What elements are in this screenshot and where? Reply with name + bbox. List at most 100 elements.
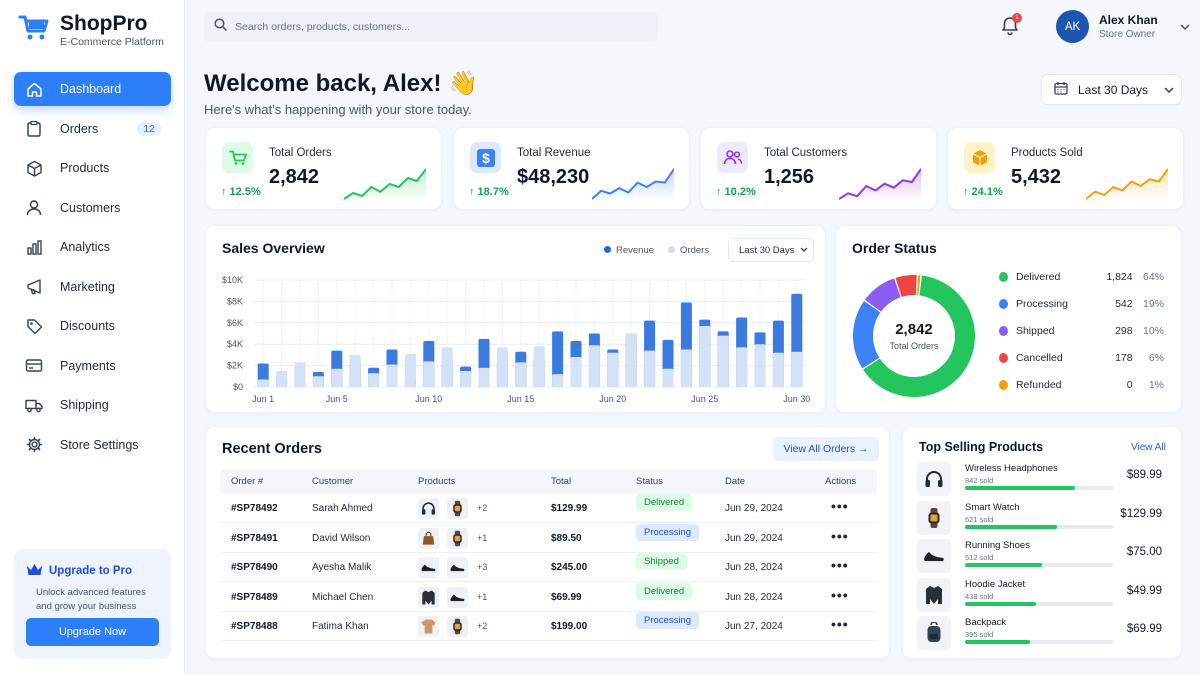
status-percent: 1% (1148, 379, 1165, 391)
more-actions-button[interactable]: ••• (831, 616, 849, 632)
order-id[interactable]: #SP78492 (231, 503, 278, 514)
notifications-button[interactable]: 1 (1000, 13, 1022, 40)
top-product-item[interactable]: Backpack 395 sold $69.99 (917, 616, 1163, 650)
product-name: Hoodie Jacket (965, 578, 1026, 590)
orders-bar (625, 333, 637, 387)
sidebar-item-marketing[interactable]: Marketing (14, 270, 171, 304)
order-total: $69.99 (551, 591, 582, 603)
orders-bar (404, 353, 416, 387)
table-row[interactable]: #SP78489 Michael Chen +1 $69.99 Delivered Jun… (220, 582, 877, 612)
sales-overview-title: Sales Overview (222, 240, 325, 256)
customer-name: Fatima Khan (312, 621, 369, 632)
date-range-select[interactable]: Last 30 Days (1041, 74, 1182, 105)
sidebar-item-store-settings[interactable]: Store Settings (14, 428, 171, 462)
bell-icon (1000, 17, 1020, 40)
sidebar-item-label: Payments (60, 358, 116, 373)
more-actions-button[interactable]: ••• (831, 527, 849, 544)
user-role: Store Owner (1099, 29, 1156, 40)
sidebar-item-orders[interactable]: Orders 12 (14, 112, 171, 146)
sales-progress-fill (965, 524, 1057, 529)
sidebar-item-payments[interactable]: Payments (14, 349, 171, 383)
table-row[interactable]: #SP78492 Sarah Ahmed +2 $129.99 Delivered Jun… (220, 494, 877, 523)
search-bar[interactable] (204, 12, 658, 42)
welcome-section: Welcome back, Alex! 👋 Here's what's happ… (204, 70, 478, 117)
upgrade-description: Unlock advanced features and grow your b… (36, 587, 146, 612)
upgrade-now-button[interactable]: Upgrade Now (26, 618, 159, 646)
order-total: $245.00 (551, 562, 588, 573)
view-all-orders-label: View All Orders (783, 443, 856, 455)
chevron-down-icon (1180, 18, 1190, 36)
orders-bar (607, 352, 619, 387)
sidebar-item-shipping[interactable]: Shipping (14, 388, 171, 422)
headphones-icon (917, 462, 951, 496)
sidebar-item-analytics[interactable]: Analytics (14, 230, 171, 264)
stat-value: 2,842 (269, 166, 320, 188)
column-header: Customer (312, 476, 354, 487)
sales-range-select[interactable]: Last 30 Days (728, 238, 814, 262)
orders-bar (441, 347, 453, 387)
status-count: 178 (1115, 352, 1133, 364)
table-row[interactable]: #SP78490 Ayesha Malik +3 $245.00 Shipped Jun … (220, 553, 877, 582)
sales-progress-fill (965, 601, 1037, 606)
y-tick-label: $8K (227, 296, 243, 306)
table-row[interactable]: #SP78488 Fatima Khan +2 $199.00 Processing Ju… (220, 612, 877, 641)
sidebar-item-label: Analytics (60, 240, 111, 254)
customer-name: David Wilson (312, 532, 371, 544)
brand-tagline: E-Commerce Platform (60, 36, 164, 48)
order-id[interactable]: #SP78488 (231, 621, 278, 632)
sidebar-item-label: Products (60, 161, 110, 175)
top-product-item[interactable]: Running Shoes 512 sold $75.00 (917, 539, 1163, 573)
sidebar-item-products[interactable]: Products (14, 151, 171, 185)
top-selling-title: Top Selling Products (919, 440, 1044, 454)
order-id[interactable]: #SP78491 (231, 532, 278, 544)
stat-card-total-customers: Total Customers 1,256 ↑ 10.2% (700, 127, 937, 210)
product-name: Wireless Headphones (965, 463, 1058, 474)
sidebar: ShopPro E-Commerce Platform Dashboard Ord… (0, 0, 185, 675)
product-sold: 512 sold (965, 553, 994, 562)
sidebar-item-customers[interactable]: Customers (14, 191, 171, 225)
more-actions-button[interactable]: ••• (831, 586, 849, 603)
topbar: 1 AK Alex Khan Store Owner (185, 0, 1200, 54)
orders-bar (478, 367, 490, 387)
order-total: $129.99 (551, 503, 588, 514)
orders-bar (349, 354, 361, 387)
product-price: $129.99 (1120, 507, 1162, 520)
orders-bar (588, 345, 600, 387)
sidebar-item-label: Marketing (60, 279, 115, 294)
orders-bar (717, 335, 729, 387)
stat-label: Products Sold (1011, 147, 1083, 159)
sidebar-item-discounts[interactable]: Discounts (14, 309, 171, 343)
view-all-orders-button[interactable]: View All Orders → (773, 437, 879, 461)
order-date: Jun 27, 2024 (725, 621, 783, 632)
product-name: Backpack (965, 617, 1007, 628)
more-actions-button[interactable]: ••• (831, 498, 849, 514)
status-name: Shipped (1015, 325, 1055, 337)
product-sold: 842 sold (965, 476, 994, 485)
revenue-bar (552, 331, 564, 387)
user-menu[interactable]: AK Alex Khan Store Owner (1056, 10, 1190, 43)
order-total: $89.50 (551, 532, 582, 544)
more-products-count: +3 (477, 562, 488, 572)
top-product-item[interactable]: Hoodie Jacket 438 sold $49.99 (917, 577, 1163, 612)
table-row[interactable]: #SP78491 David Wilson +1 $89.50 Processing Ju… (220, 523, 877, 553)
status-name: Processing (1015, 298, 1068, 310)
top-product-item[interactable]: Smart Watch 621 sold $129.99 (917, 500, 1163, 535)
status-dot (999, 299, 1008, 309)
view-all-products-link[interactable]: View All (1131, 442, 1166, 453)
shoe-icon (447, 586, 468, 608)
search-input[interactable] (235, 21, 635, 33)
order-status-title: Order Status (852, 240, 937, 256)
brand[interactable]: ShopPro E-Commerce Platform (18, 12, 164, 49)
more-actions-button[interactable]: ••• (831, 557, 849, 573)
order-id[interactable]: #SP78490 (231, 562, 278, 573)
sales-progress-fill (965, 486, 1075, 490)
order-id[interactable]: #SP78489 (231, 591, 278, 603)
order-date: Jun 28, 2024 (725, 562, 783, 573)
sales-overview-card: Sales Overview Revenue Orders Last 30 Da… (205, 225, 826, 413)
top-product-item[interactable]: Wireless Headphones 842 sold $89.99 (917, 462, 1163, 496)
sales-progress-bar (965, 524, 1113, 529)
sidebar-item-dashboard[interactable]: Dashboard (14, 72, 171, 106)
chevron-down-icon (800, 245, 808, 256)
donut-slice-delivered (863, 275, 975, 397)
shoe-icon (418, 557, 439, 578)
